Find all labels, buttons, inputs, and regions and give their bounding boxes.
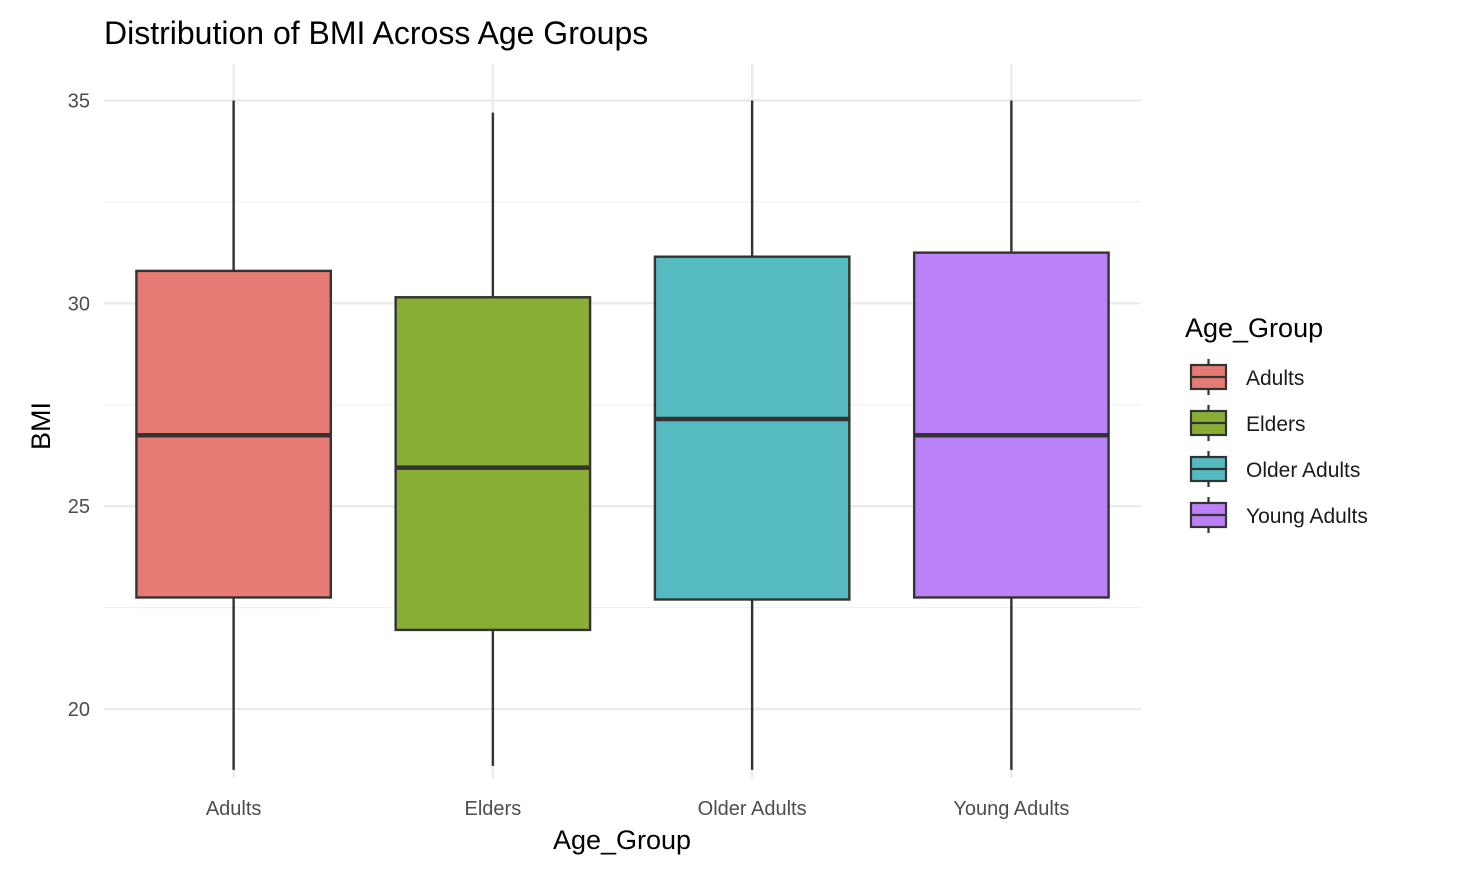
legend-title: Age_Group: [1185, 313, 1323, 343]
legend-label: Young Adults: [1246, 505, 1368, 528]
y-tick-label: 20: [68, 699, 90, 721]
x-tick-label: Elders: [465, 798, 522, 820]
box-group: [135, 100, 1110, 770]
y-tick-label: 25: [68, 496, 90, 518]
x-tick-label: Young Adults: [953, 798, 1069, 820]
box-body: [912, 251, 1110, 599]
legend-label: Elders: [1246, 413, 1306, 436]
x-axis-title: Age_Group: [553, 825, 691, 855]
legend-label: Older Adults: [1246, 459, 1360, 482]
axis-labels: 20 25 30 35 Adults Elders Older Adults Young Ad…: [68, 91, 1070, 820]
y-axis-title: BMI: [26, 402, 56, 450]
y-tick-label: 35: [68, 91, 90, 113]
box-body: [394, 296, 592, 632]
x-tick-label: Older Adults: [698, 798, 807, 820]
legend: Age_Group Adults Elders Older Adults Young …: [1185, 313, 1368, 533]
legend-label: Adults: [1246, 367, 1304, 390]
y-tick-label: 30: [68, 293, 90, 315]
chart-title: Distribution of BMI Across Age Groups: [104, 15, 648, 51]
box-body: [653, 255, 851, 601]
x-tick-label: Adults: [206, 798, 262, 820]
